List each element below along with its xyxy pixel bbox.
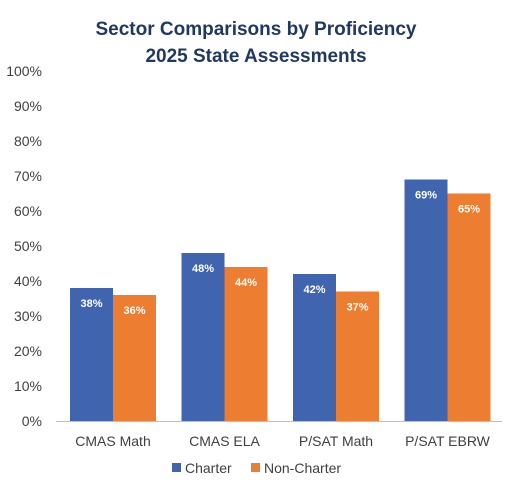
bars: 38% 36% 48% 44% 42% 37% 69% 65%: [70, 179, 491, 421]
bar-non-charter-1: [224, 267, 268, 421]
legend-label: Non-Charter: [264, 460, 341, 476]
y-tick-label: 60%: [14, 203, 42, 219]
data-label: 44%: [235, 277, 257, 289]
bar-charter-3: [404, 179, 448, 421]
bar-charter-1: [181, 253, 225, 421]
legend-label: Charter: [185, 460, 232, 476]
y-axis: 0% 10% 20% 30% 40% 50% 60% 70% 80% 90% 100%: [6, 63, 42, 429]
y-tick-label: 50%: [14, 238, 42, 254]
y-tick-label: 90%: [14, 98, 42, 114]
legend-swatch: [251, 463, 260, 472]
data-label: 37%: [346, 302, 368, 314]
chart-title-line-1: Sector Comparisons by Proficiency: [96, 19, 417, 40]
bar-non-charter-0: [113, 295, 156, 421]
y-tick-label: 0%: [22, 413, 42, 429]
data-label: 38%: [80, 298, 102, 310]
data-label: 48%: [192, 263, 214, 275]
x-tick-label: CMAS ELA: [189, 433, 260, 449]
legend: Charter Non-Charter: [172, 460, 341, 476]
bar-non-charter-3: [447, 193, 491, 421]
chart-title-line-2: 2025 State Assessments: [145, 46, 366, 67]
bar-charter-2: [293, 274, 336, 421]
y-tick-label: 70%: [14, 168, 42, 184]
x-axis: CMAS Math CMAS ELA P/SAT Math P/SAT EBRW: [56, 421, 502, 449]
data-label: 65%: [458, 204, 480, 216]
data-label: 42%: [303, 284, 325, 296]
y-tick-label: 80%: [14, 133, 42, 149]
bar-non-charter-2: [336, 291, 379, 421]
y-tick-label: 10%: [14, 378, 42, 394]
bar-charter-0: [70, 288, 113, 421]
x-tick-label: P/SAT EBRW: [405, 433, 491, 449]
legend-swatch: [172, 463, 181, 472]
data-label: 69%: [415, 190, 437, 202]
y-tick-label: 40%: [14, 273, 42, 289]
x-tick-label: P/SAT Math: [299, 433, 373, 449]
data-label: 36%: [123, 305, 145, 317]
x-tick-label: CMAS Math: [75, 433, 150, 449]
y-tick-label: 100%: [6, 63, 42, 79]
y-tick-label: 20%: [14, 343, 42, 359]
y-tick-label: 30%: [14, 308, 42, 324]
